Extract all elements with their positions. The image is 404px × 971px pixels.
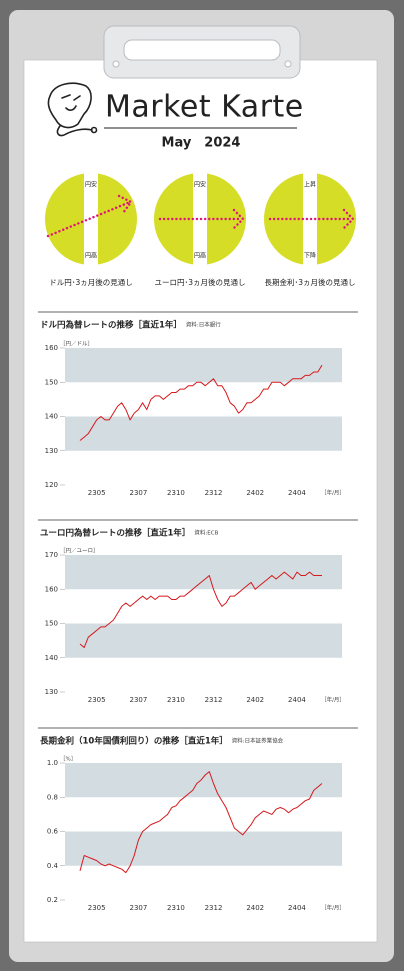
grid-band xyxy=(65,831,342,866)
x-tick-label: 2305 xyxy=(88,696,106,704)
x-tick-label: 2310 xyxy=(167,696,185,704)
y-tick-label: 150 xyxy=(45,620,58,628)
x-tick-label: 2310 xyxy=(167,904,185,912)
x-tick-label: 2402 xyxy=(246,696,264,704)
outlook-top: 円安 xyxy=(194,181,206,189)
date: May 2024 xyxy=(162,136,241,151)
y-tick-label: 0.8 xyxy=(47,793,58,801)
y-tick-label: 160 xyxy=(45,344,58,352)
logo xyxy=(47,82,98,137)
outlook-label: ユーロ円･3ヵ月後の見通し xyxy=(154,277,245,287)
x-tick-label: 2402 xyxy=(246,904,264,912)
outlook-label: 長期金利･3ヵ月後の見通し xyxy=(264,277,355,287)
y-tick-label: 130 xyxy=(45,447,58,455)
y-axis-label: ［円／ドル］ xyxy=(60,341,93,348)
x-tick-label: 2310 xyxy=(167,489,185,497)
y-tick-label: 0.6 xyxy=(47,828,59,836)
outlook: 円安 円高 ドル円･3ヵ月後の見通し xyxy=(45,173,137,287)
chart-title: ドル円為替レートの推移［直近1年］ xyxy=(40,320,182,331)
y-tick-label: 1.0 xyxy=(47,759,58,767)
y-tick-label: 120 xyxy=(45,481,58,489)
outlook-bottom: 円高 xyxy=(194,252,206,260)
chart-title: 長期金利（10年国債利回り）の推移［直近1年］ xyxy=(40,736,228,747)
y-tick-label: 140 xyxy=(45,654,58,662)
chart-source: 資料:日本銀行 xyxy=(186,321,221,329)
y-axis-label: ［%］ xyxy=(60,756,76,763)
grid-band xyxy=(65,623,342,658)
x-tick-label: 2305 xyxy=(88,904,106,912)
y-tick-label: 0.2 xyxy=(47,896,58,904)
clip xyxy=(103,25,301,79)
x-tick-label: 2307 xyxy=(129,489,147,497)
grid-band xyxy=(65,763,342,798)
outlook-top: 円安 xyxy=(85,181,97,189)
outlook-label: ドル円･3ヵ月後の見通し xyxy=(49,277,133,287)
outlook-top: 上昇 xyxy=(304,181,316,189)
data-line xyxy=(79,771,323,874)
y-tick-label: 160 xyxy=(45,585,58,593)
x-tick-label: 2312 xyxy=(205,489,223,497)
x-tick-label: 2404 xyxy=(288,696,306,704)
y-tick-label: 140 xyxy=(45,413,58,421)
x-axis-label: ［年/月］ xyxy=(321,489,345,497)
outlook-bottom: 下降 xyxy=(304,252,316,260)
x-tick-label: 2307 xyxy=(129,904,147,912)
chart-source: 資料:日本証券業協会 xyxy=(232,737,284,745)
x-tick-label: 2402 xyxy=(246,489,264,497)
data-line xyxy=(79,571,322,648)
y-tick-label: 130 xyxy=(45,688,58,696)
chart-source: 資料:ECB xyxy=(194,529,218,537)
y-tick-label: 0.4 xyxy=(47,862,59,870)
y-axis-label: ［円／ユーロ］ xyxy=(60,548,99,555)
x-tick-label: 2307 xyxy=(129,696,147,704)
outlook-bottom: 円高 xyxy=(85,252,97,260)
x-tick-label: 2312 xyxy=(205,696,223,704)
x-tick-label: 2305 xyxy=(88,489,106,497)
grid-band xyxy=(65,416,342,451)
x-axis-label: ［年/月］ xyxy=(321,696,345,704)
outlook: 円安 円高 ユーロ円･3ヵ月後の見通し xyxy=(154,173,246,287)
x-axis-label: ［年/月］ xyxy=(321,904,345,912)
y-tick-label: 150 xyxy=(45,378,58,386)
outlook: 上昇 下降 長期金利･3ヵ月後の見通し xyxy=(264,173,356,287)
x-tick-label: 2404 xyxy=(288,489,306,497)
x-tick-label: 2404 xyxy=(288,904,306,912)
chart-title: ユーロ円為替レートの推移［直近1年］ xyxy=(40,528,190,539)
grid-band xyxy=(65,555,342,590)
y-tick-label: 170 xyxy=(45,551,58,559)
data-line xyxy=(79,364,323,441)
x-tick-label: 2312 xyxy=(205,904,223,912)
title: Market Karte xyxy=(105,90,304,125)
grid-band xyxy=(65,348,342,383)
